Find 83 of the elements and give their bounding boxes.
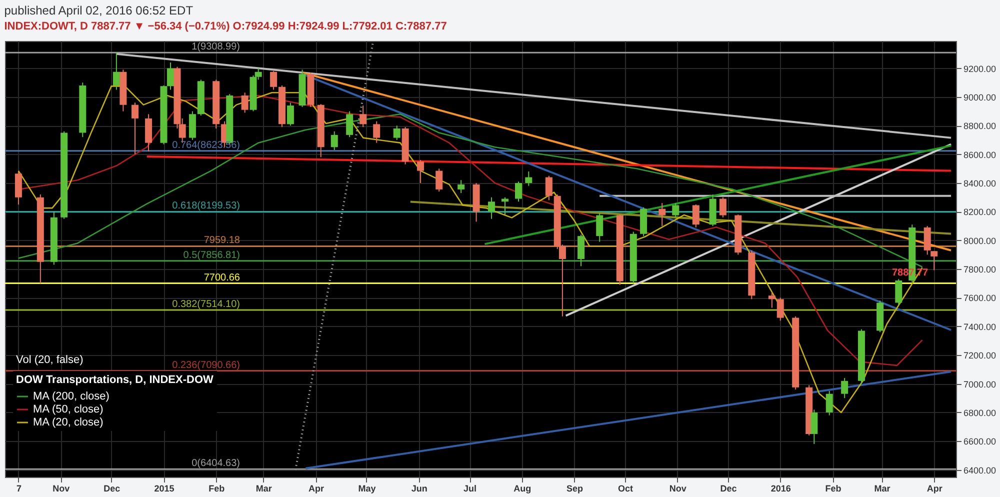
candlestick: [286, 102, 294, 126]
ref-line-label: 0.764(8623.56): [172, 140, 240, 151]
candlestick: [488, 196, 495, 220]
candlestick: [672, 202, 680, 218]
x-tick-label: Nov: [52, 484, 70, 494]
y-tick-label: 6600.00: [964, 436, 996, 447]
annotation: Vol (20, false): [16, 354, 84, 366]
chart-title: published April 02, 2016 06:52 EDT: [4, 3, 194, 18]
candlestick: [810, 409, 818, 445]
candlestick: [112, 52, 120, 90]
candlestick: [776, 297, 784, 322]
candlestick: [596, 212, 604, 242]
y-tick-label: 7200.00: [964, 350, 996, 361]
x-tick-label: May: [358, 484, 376, 494]
x-tick-label: Mar: [256, 484, 272, 494]
ref-line-label: 0(6404.63): [192, 458, 240, 470]
candlestick: [330, 130, 338, 150]
x-tick-label: 7: [16, 484, 22, 494]
candlestick: [841, 378, 848, 399]
x-tick-label: 2016: [770, 484, 791, 494]
candlestick: [768, 291, 776, 308]
candlestick: [14, 171, 22, 205]
y-tick-label: 8000.00: [964, 236, 996, 246]
x-tick-label: Dec: [104, 484, 120, 494]
candlestick: [166, 62, 174, 90]
candlestick: [360, 105, 367, 128]
y-tick-label: 8200.00: [964, 207, 996, 218]
ref-line-label: 7700.66: [204, 272, 240, 284]
legend-title: DOW Transportations, D, INDEX-DOW: [16, 374, 214, 386]
candlestick: [545, 175, 552, 201]
candlestick: [346, 110, 354, 138]
candlestick: [458, 180, 465, 194]
x-tick-label: Aug: [514, 484, 532, 494]
candlestick: [132, 102, 139, 155]
y-tick-label: 7600.00: [964, 293, 996, 304]
x-tick-label: Feb: [208, 484, 226, 494]
candlestick: [578, 234, 585, 267]
y-tick-label: 8600.00: [964, 150, 996, 160]
candlestick: [895, 278, 902, 306]
chart-subtitle: INDEX:DOWT, D 7887.77 ▼ −56.34 (−0.71%) O:7924.99 H:7924.99 L:7792.01 C:7887.77: [4, 20, 447, 32]
x-tick-label: Sep: [566, 484, 584, 494]
candlestick: [719, 196, 726, 218]
line-series: [18, 113, 923, 268]
y-tick-label: 6800.00: [964, 408, 996, 418]
ref-line-label: 0.618(8199.53): [172, 200, 240, 212]
candlestick: [658, 202, 666, 227]
y-tick-label: 7800.00: [964, 264, 996, 275]
candlestick: [417, 160, 424, 184]
ref-line-label: 7959.18: [204, 235, 240, 246]
y-tick-label: 7000.00: [964, 379, 996, 390]
candlestick: [692, 204, 700, 228]
legend-label: MA (50, close): [33, 404, 104, 416]
y-tick-label: 8400.00: [964, 178, 996, 188]
candlestick: [188, 110, 196, 140]
x-tick-label: Dec: [720, 484, 737, 494]
ref-line-label: 0.5(7856.81): [183, 250, 240, 261]
x-tick-label: Jul: [464, 484, 477, 494]
y-tick-label: 9000.00: [964, 92, 996, 102]
legend-label: MA (20, close): [33, 416, 104, 428]
x-tick-label: Mar: [874, 484, 891, 494]
candlestick: [525, 171, 532, 186]
candlestick: [826, 390, 833, 416]
candlestick: [270, 70, 278, 90]
x-tick-label: Oct: [618, 484, 633, 494]
y-tick-label: 8800.00: [964, 121, 996, 132]
x-tick-label: Nov: [669, 484, 686, 494]
candlestick: [436, 168, 443, 192]
candlestick: [515, 181, 522, 202]
y-tick-label: 7400.00: [964, 322, 996, 332]
candlestick: [373, 120, 380, 144]
candlestick: [393, 125, 400, 140]
x-tick-label: Apr: [926, 484, 943, 494]
ref-line-label: 0.382(7514.10): [172, 299, 240, 310]
x-tick-label: 2015: [154, 484, 174, 494]
legend-label: MA (200, close): [33, 390, 110, 402]
x-tick-label: Jun: [411, 484, 428, 494]
ref-line-label: 1(9308.99): [192, 42, 240, 53]
x-tick-label: Feb: [825, 484, 842, 494]
x-tick-label: Apr: [308, 484, 325, 494]
y-tick-label: 9200.00: [964, 64, 996, 74]
candlestick: [241, 92, 248, 114]
y-tick-label: 6400.00: [964, 465, 996, 476]
ref-line-label: 0.236(7090.66): [172, 360, 240, 371]
